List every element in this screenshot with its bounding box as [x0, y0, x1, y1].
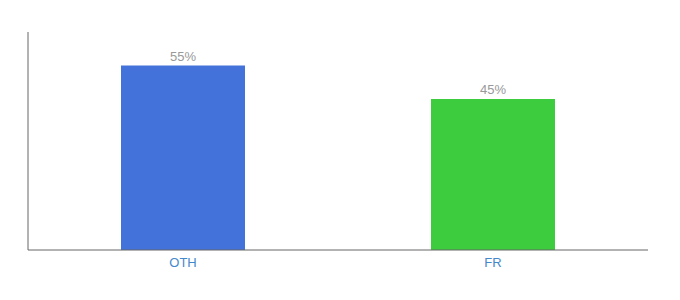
- svg-text:OTH: OTH: [169, 255, 196, 270]
- svg-text:55%: 55%: [170, 49, 196, 64]
- svg-text:FR: FR: [484, 255, 501, 270]
- svg-text:45%: 45%: [480, 82, 506, 97]
